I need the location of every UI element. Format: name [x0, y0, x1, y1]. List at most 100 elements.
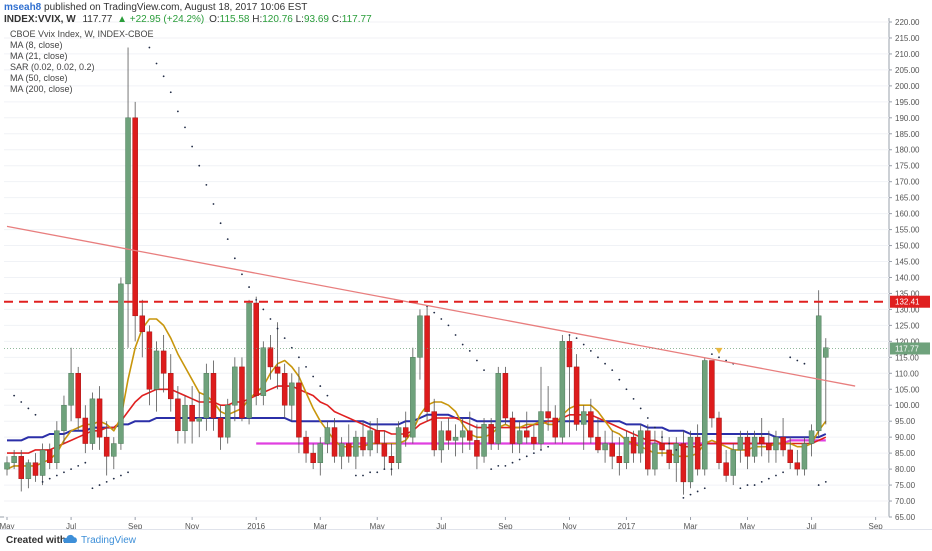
candle-body — [4, 462, 10, 470]
y-tick-label: 190.00 — [895, 114, 920, 123]
candle-body — [224, 404, 231, 438]
open-value: 115.58 — [219, 14, 250, 25]
drawn-lines — [4, 225, 889, 387]
sar-dot — [155, 62, 158, 65]
sar-dot — [618, 378, 621, 381]
x-tick-label: May — [0, 522, 15, 531]
candle-body — [331, 427, 338, 457]
candle-body — [702, 360, 708, 470]
low-value: 93.69 — [303, 14, 329, 25]
candle-body — [54, 430, 60, 463]
y-tick-label: 160.00 — [895, 210, 920, 219]
sar-dot — [184, 126, 186, 129]
candle-body — [509, 417, 516, 444]
y-tick-label: 95.00 — [895, 417, 916, 426]
candle-body — [388, 456, 395, 463]
candle-body — [495, 373, 502, 444]
sar-dot — [20, 401, 23, 403]
sar-dot — [568, 334, 571, 336]
candle-body — [381, 443, 388, 457]
candle-body — [602, 443, 608, 451]
sar-dot — [718, 356, 720, 359]
y-tick-label: 110.00 — [895, 369, 919, 378]
sar-dot — [547, 445, 550, 448]
candle-body — [168, 373, 174, 400]
candle-body — [196, 417, 202, 422]
y-tick-label: 90.00 — [895, 433, 916, 442]
tradingview-brand[interactable]: TradingView — [81, 535, 137, 546]
legend-sar: SAR (0.02, 0.02, 0.2) — [10, 62, 95, 72]
candle-body — [32, 462, 39, 476]
y-tick-label: 70.00 — [895, 497, 916, 506]
candle-body — [46, 449, 53, 463]
candle-body — [346, 443, 352, 457]
sar-dot — [739, 487, 742, 490]
sar-dot — [632, 397, 635, 400]
publish-text: published on TradingView.com, August 18,… — [44, 2, 308, 13]
candle-body — [39, 449, 46, 476]
sar-dot — [219, 222, 222, 225]
sar-dot — [383, 468, 386, 470]
candle-body — [716, 417, 722, 463]
candle-body — [787, 449, 793, 463]
x-tick-label: Sep — [498, 522, 513, 531]
candle-body — [623, 436, 630, 463]
candle-body — [780, 436, 786, 451]
sar-dot — [148, 46, 151, 49]
sar-dot — [319, 385, 322, 387]
tradingview-cloud-icon — [62, 534, 78, 544]
sar-dot — [468, 350, 471, 352]
candle-body — [637, 430, 644, 454]
x-tick-label: Jul — [806, 522, 816, 531]
candle-body — [815, 315, 822, 432]
candle-body — [182, 404, 188, 432]
sar-dot — [639, 407, 642, 410]
sar-dot — [625, 388, 628, 391]
sar-dot — [354, 474, 357, 477]
candle-body — [808, 430, 815, 444]
sar-dot — [661, 436, 663, 439]
author-link[interactable]: mseah8 — [4, 2, 42, 13]
sar-dot — [212, 203, 215, 205]
candle-body — [274, 366, 281, 374]
y-tick-label: 215.00 — [895, 34, 920, 43]
sar-dot — [782, 471, 784, 474]
candle-body — [730, 449, 736, 476]
y-tick-label: 115.00 — [895, 353, 919, 362]
candle-body — [253, 302, 259, 396]
sar-dot — [84, 461, 87, 464]
candle-body — [445, 430, 452, 441]
candle-body — [737, 436, 744, 451]
sar-dot — [490, 468, 493, 470]
sar-dot — [105, 480, 108, 483]
y-tick-label: 75.00 — [895, 481, 916, 490]
sar-dot — [646, 417, 649, 419]
candle-body — [18, 456, 24, 479]
candle-body — [210, 373, 217, 419]
sar-dot — [597, 356, 599, 359]
candle-body — [281, 373, 288, 406]
sar-dot — [611, 369, 614, 371]
sar-dot — [753, 484, 756, 486]
sar-dot — [226, 238, 229, 241]
x-tick-label: Mar — [313, 522, 327, 531]
sar-dot — [13, 394, 16, 397]
sar-dot — [326, 394, 329, 397]
candle-body — [189, 404, 195, 422]
x-tick-label: May — [740, 522, 755, 531]
badge-bg — [890, 342, 930, 355]
candle-body — [801, 443, 808, 470]
sar-dot — [760, 480, 763, 483]
sar-dot — [198, 164, 201, 167]
candle-body — [232, 366, 238, 406]
sar-dot — [532, 452, 535, 455]
price-badges: 132.41 117.77 — [890, 295, 930, 355]
candle-body — [766, 443, 772, 451]
sar-dot — [205, 183, 208, 186]
legend-main-series: CBOE Vvix Index, W, INDEX-CBOE — [10, 29, 154, 39]
y-tick-label: 180.00 — [895, 146, 920, 155]
candle-body — [103, 436, 110, 457]
legend-ma200: MA (200, close) — [10, 84, 73, 94]
